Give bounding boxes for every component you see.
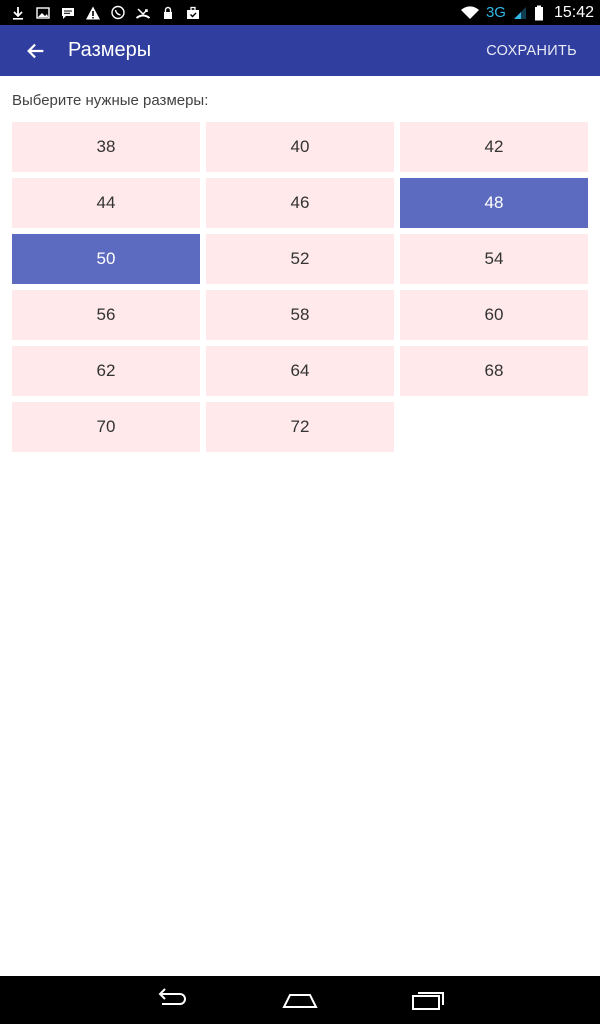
- back-nav-icon: [158, 988, 186, 1005]
- size-option-72[interactable]: 72: [206, 402, 394, 452]
- status-bar: 3G 15:42: [0, 0, 600, 25]
- size-option-46[interactable]: 46: [206, 178, 394, 228]
- lock-icon: [160, 5, 176, 21]
- size-option-54[interactable]: 54: [400, 234, 588, 284]
- size-option-44[interactable]: 44: [12, 178, 200, 228]
- save-button[interactable]: СОХРАНИТЬ: [486, 42, 577, 59]
- size-option-70[interactable]: 70: [12, 402, 200, 452]
- signal-icon: [512, 5, 528, 21]
- briefcase-icon: [185, 5, 201, 21]
- message-icon: [60, 5, 76, 21]
- size-option-52[interactable]: 52: [206, 234, 394, 284]
- size-option-50[interactable]: 50: [12, 234, 200, 284]
- page-title: Размеры: [68, 39, 152, 61]
- wifi-icon: [460, 5, 480, 21]
- battery-icon: [534, 5, 544, 21]
- size-option-38[interactable]: 38: [12, 122, 200, 172]
- size-option-68[interactable]: 68: [400, 346, 588, 396]
- nav-back-button[interactable]: [148, 980, 196, 1020]
- size-option-60[interactable]: 60: [400, 290, 588, 340]
- nav-home-button[interactable]: [276, 980, 324, 1020]
- arrow-back-icon: [27, 43, 44, 58]
- download-icon: [10, 5, 26, 21]
- app-bar: Размеры СОХРАНИТЬ: [0, 25, 600, 76]
- size-option-62[interactable]: 62: [12, 346, 200, 396]
- size-option-64[interactable]: 64: [206, 346, 394, 396]
- nav-recents-button[interactable]: [404, 980, 452, 1020]
- size-option-40[interactable]: 40: [206, 122, 394, 172]
- system-indicators: 3G 15:42: [460, 4, 594, 22]
- size-grid: 38 40 42 44 46 48 50 52 54 56 58 60 62 64 68 70 72: [12, 122, 588, 452]
- clock: 15:42: [553, 3, 594, 21]
- size-option-58[interactable]: 58: [206, 290, 394, 340]
- viber-icon: [110, 5, 126, 21]
- size-option-48[interactable]: 48: [400, 178, 588, 228]
- recents-nav-icon: [412, 992, 444, 1010]
- notification-icons: [10, 5, 201, 21]
- warning-icon: [85, 5, 101, 21]
- network-type: 3G: [485, 4, 506, 21]
- size-option-56[interactable]: 56: [12, 290, 200, 340]
- home-nav-icon: [282, 994, 318, 1008]
- size-option-42[interactable]: 42: [400, 122, 588, 172]
- navigation-bar: [0, 976, 600, 1024]
- missed-call-icon: [135, 5, 151, 21]
- sizes-content: Выберите нужные размеры: 38 40 42 44 46 48 50 5…: [0, 76, 600, 976]
- back-button[interactable]: [12, 25, 60, 76]
- image-icon: [35, 5, 51, 21]
- hint-text: Выберите нужные размеры:: [12, 92, 209, 109]
